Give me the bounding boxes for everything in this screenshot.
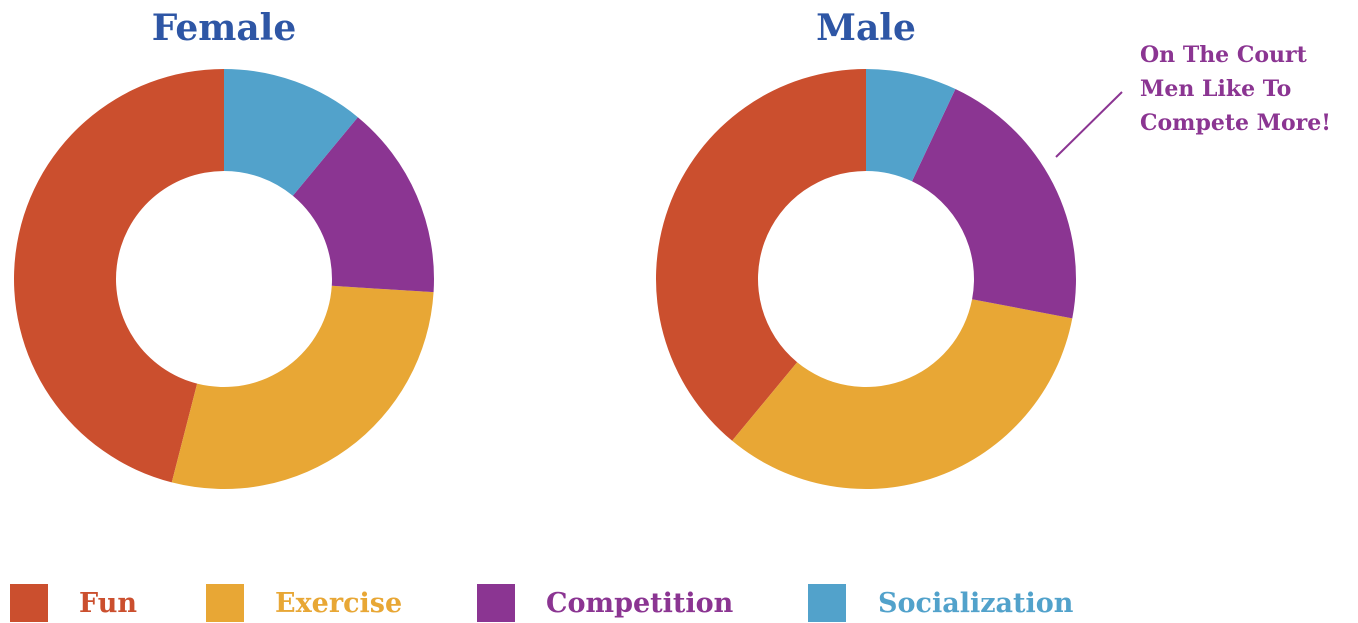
legend-swatch xyxy=(808,584,846,622)
legend-label: Exercise xyxy=(275,588,402,619)
chart-title: Male xyxy=(816,7,916,49)
chart-title: Female xyxy=(152,7,297,49)
annotation: On The Court xyxy=(1140,42,1308,68)
donut-slice xyxy=(13,69,224,483)
donut-slice xyxy=(224,69,358,196)
legend-label: Competition xyxy=(546,588,734,619)
legend-swatch xyxy=(206,584,244,622)
annotation-line xyxy=(1055,91,1123,158)
donut-slice xyxy=(911,88,1076,319)
legend-label: Socialization xyxy=(878,588,1074,619)
donut-slice xyxy=(292,117,434,293)
legend-label: Fun xyxy=(79,588,137,619)
donut-slice xyxy=(171,285,434,489)
donut-slice xyxy=(866,69,956,182)
annotation: Men Like To xyxy=(1140,76,1291,102)
donut-slice xyxy=(732,299,1073,489)
annotation: Compete More! xyxy=(1140,110,1331,136)
legend-swatch xyxy=(477,584,515,622)
donut-slice xyxy=(656,69,866,441)
legend-swatch xyxy=(10,584,48,622)
